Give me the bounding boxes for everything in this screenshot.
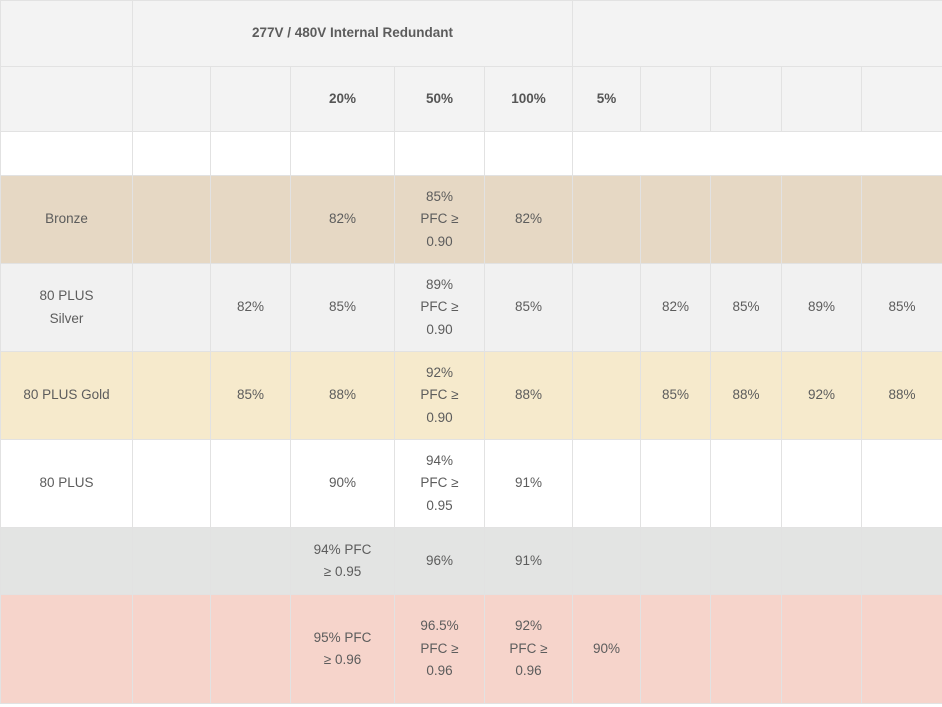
- cell-20: 90%: [290, 439, 395, 528]
- cell-5: 90%: [572, 594, 641, 704]
- cell-20: 85%: [290, 263, 395, 352]
- cell-5: [572, 175, 641, 264]
- load-header-col8: [710, 66, 782, 132]
- load-header-50: 50%: [394, 66, 485, 132]
- load-header-row: 20% 50% 100% 5%: [0, 66, 942, 132]
- load-header-col1: [132, 66, 211, 132]
- cell-100: 91%: [484, 439, 573, 528]
- cell-5: [572, 351, 641, 440]
- cell-50: 85% PFC ≥0.90: [394, 175, 485, 264]
- cell-100: 88%: [484, 351, 573, 440]
- load-header-col9: [781, 66, 862, 132]
- cell-5: [572, 527, 641, 595]
- load-header-col10: [860, 66, 942, 132]
- cell-50: 89% PFC ≥0.90: [394, 263, 485, 352]
- spacer-row: [0, 131, 942, 176]
- cell-50: 94% PFC ≥0.95: [394, 439, 485, 528]
- load-header-col7: [640, 66, 711, 132]
- row-label: Bronze: [0, 175, 133, 264]
- cell-20: 94% PFC ≥ 0.95: [290, 527, 395, 595]
- cell-50: 96%: [394, 527, 485, 595]
- table-row-silver: 80 PLUS Silver 82% 85% 89% PFC ≥0.90 85% 8…: [0, 263, 942, 352]
- table-row-titanium: 94% PFC ≥ 0.95 96% 91%: [0, 527, 942, 595]
- cell-5: [572, 263, 641, 352]
- load-header-label: [0, 66, 133, 132]
- row-label: [0, 594, 133, 704]
- row-label: [0, 527, 133, 595]
- cell-10: 82%: [210, 263, 291, 352]
- cell-20: 88%: [290, 351, 395, 440]
- cell-10: 85%: [210, 351, 291, 440]
- table-row-platinum: 80 PLUS 90% 94% PFC ≥0.95 91%: [0, 439, 942, 528]
- header-right-cell: [571, 0, 942, 67]
- header-group-title: 277V / 480V Internal Redundant: [132, 0, 573, 67]
- load-header-100: 100%: [484, 66, 573, 132]
- load-header-5: 5%: [572, 66, 641, 132]
- table-row-top-tier: 95% PFC ≥ 0.96 96.5% PFC ≥0.96 92% PFC ≥0.9…: [0, 594, 942, 704]
- table-row-gold: 80 PLUS Gold 85% 88% 92% PFC ≥0.90 88% 85…: [0, 351, 942, 440]
- table-header-row: 277V / 480V Internal Redundant: [0, 0, 942, 67]
- load-header-20: 20%: [290, 66, 395, 132]
- row-label: 80 PLUS Gold: [0, 351, 133, 440]
- header-left-cell: [0, 0, 133, 67]
- cell-50: 92% PFC ≥0.90: [394, 351, 485, 440]
- load-header-col2: [210, 66, 291, 132]
- cell-100: 85%: [484, 263, 573, 352]
- cell-100: 91%: [484, 527, 573, 595]
- cell-20: 82%: [290, 175, 395, 264]
- row-label: 80 PLUS Silver: [0, 263, 133, 352]
- cell-100: 82%: [484, 175, 573, 264]
- table-row-bronze: Bronze 82% 85% PFC ≥0.90 82%: [0, 175, 942, 264]
- cell-100: 92% PFC ≥0.96: [484, 594, 573, 704]
- row-label: 80 PLUS: [0, 439, 133, 528]
- cell-5: [572, 439, 641, 528]
- cell-50: 96.5% PFC ≥0.96: [394, 594, 485, 704]
- cell-20: 95% PFC ≥ 0.96: [290, 594, 395, 704]
